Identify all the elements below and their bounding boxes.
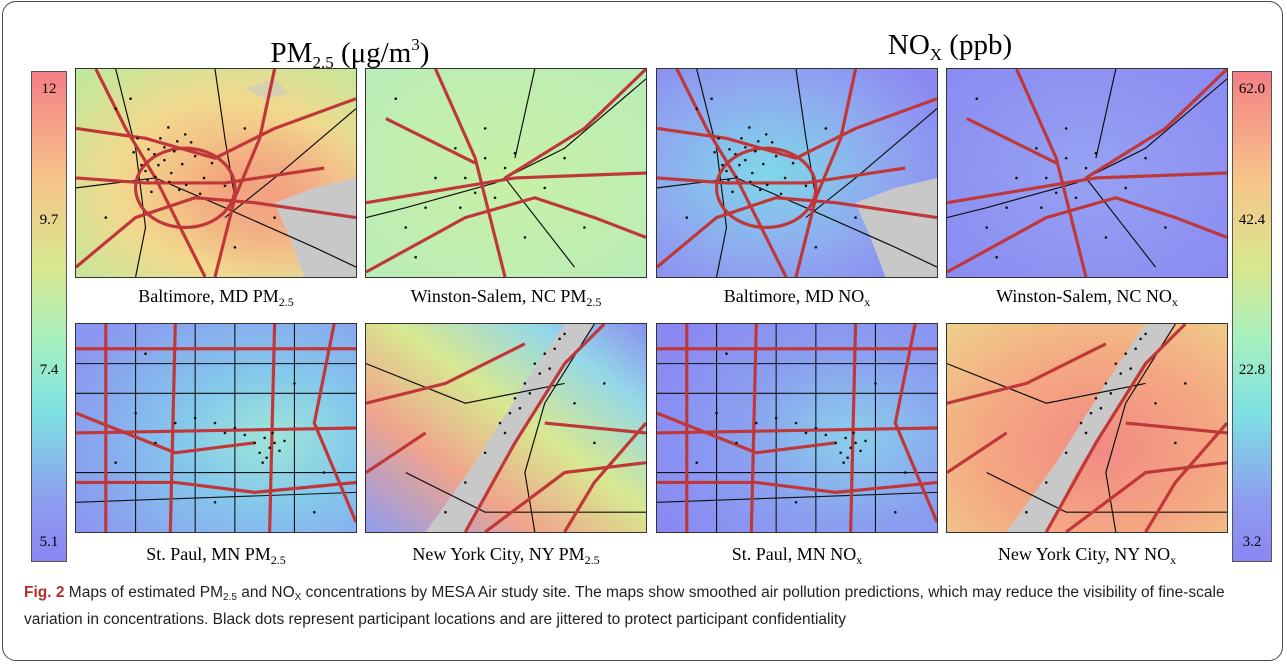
map-caption: Baltimore, MD PM2.5 (138, 286, 294, 309)
map-caption: Winston-Salem, NC NOx (996, 286, 1178, 309)
pm25-colorbar: 12 9.7 7.4 5.1 (31, 71, 67, 562)
map-caption: Baltimore, MD NOx (723, 286, 871, 309)
map-caption: St. Paul, MN NOx (731, 544, 863, 567)
map-caption: Winston-Salem, NC PM2.5 (410, 286, 602, 309)
pm25-tick: 7.4 (39, 362, 59, 378)
nox-tick: 22.8 (1238, 362, 1266, 378)
map-baltimore-nox (656, 68, 938, 278)
nox-tick: 62.0 (1238, 81, 1266, 97)
map-st-paul-pm25 (75, 323, 357, 533)
map-caption: New York City, NY PM2.5 (412, 544, 600, 567)
map-winston-salem-pm25 (365, 68, 647, 278)
map-baltimore-pm25 (75, 68, 357, 278)
map-caption: St. Paul, MN PM2.5 (146, 544, 286, 567)
figure-caption: Fig. 2 Maps of estimated PM2.5 and NOX c… (24, 584, 1225, 628)
map-caption: New York City, NY NOx (997, 544, 1177, 567)
pm25-tick: 12 (41, 81, 57, 97)
map-new-york-nox (946, 323, 1228, 533)
map-winston-salem-nox (946, 68, 1228, 278)
pm25-heading: PM2.5 (μg/m3) (270, 35, 430, 72)
nox-tick: 3.2 (1242, 534, 1262, 550)
nox-colorbar: 62.0 42.4 22.8 3.2 (1232, 71, 1272, 562)
nox-tick: 42.4 (1238, 212, 1266, 228)
figure-label: Fig. 2 (24, 584, 65, 601)
map-st-paul-nox (656, 323, 938, 533)
nox-heading: NOX (ppb) (887, 29, 1013, 64)
pm25-tick: 5.1 (39, 534, 59, 550)
pm25-tick: 9.7 (39, 212, 59, 228)
map-new-york-pm25 (365, 323, 647, 533)
